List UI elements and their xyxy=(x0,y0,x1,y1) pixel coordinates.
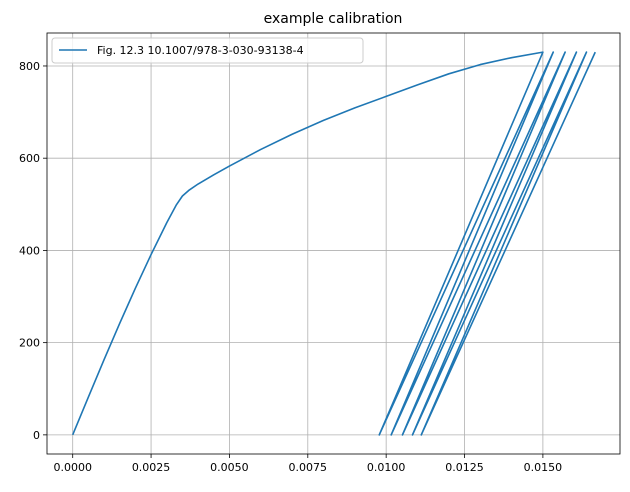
series-line-0 xyxy=(71,51,596,436)
x-axis: 0.0000 0.0025 0.0050 0.0075 0.0100 0.0125 0.01… xyxy=(53,454,562,474)
legend-label: Fig. 12.3 10.1007/978-3-030-93138-4 xyxy=(97,44,304,57)
x-tick-label: 0.0125 xyxy=(445,461,484,474)
x-tick-label: 0.0050 xyxy=(210,461,249,474)
x-tick-label: 0.0100 xyxy=(367,461,406,474)
legend: Fig. 12.3 10.1007/978-3-030-93138-4 xyxy=(51,37,364,64)
chart-title: example calibration xyxy=(264,11,403,27)
y-tick-label: 400 xyxy=(19,244,40,257)
series-layer xyxy=(71,51,596,436)
x-tick-label: 0.0025 xyxy=(132,461,171,474)
y-tick-label: 600 xyxy=(19,152,40,165)
x-tick-label: 0.0000 xyxy=(53,461,92,474)
grid xyxy=(47,33,620,454)
legend-box xyxy=(51,37,364,64)
y-axis: 0 200 400 600 800 xyxy=(19,60,47,442)
y-tick-label: 200 xyxy=(19,337,40,350)
y-tick-label: 800 xyxy=(19,60,40,73)
y-tick-label: 0 xyxy=(33,429,40,442)
x-tick-label: 0.0075 xyxy=(289,461,328,474)
plot-area-frame xyxy=(46,32,621,455)
x-tick-label: 0.0150 xyxy=(524,461,563,474)
